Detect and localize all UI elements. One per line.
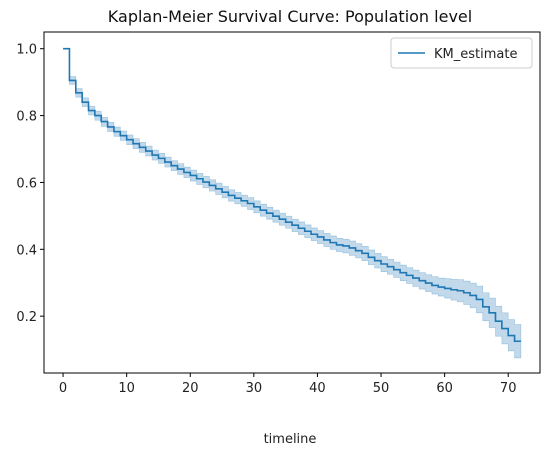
x-tick-label: 20 <box>182 381 199 396</box>
survival-line <box>63 47 521 343</box>
x-axis-label: timeline <box>264 432 317 447</box>
x-tick-label: 30 <box>246 381 263 396</box>
x-tick-label: 0 <box>59 381 67 396</box>
legend-box <box>390 37 533 69</box>
plot-area <box>63 47 522 359</box>
y-tick-label: 0.4 <box>16 243 37 258</box>
y-tick-label: 0.2 <box>16 310 37 325</box>
x-tick-label: 60 <box>436 381 453 396</box>
x-tick-label: 50 <box>373 381 390 396</box>
x-tick-label: 70 <box>500 381 517 396</box>
x-tick-label: 40 <box>309 381 326 396</box>
x-axis: 0 10 20 30 40 50 60 70 <box>59 373 517 396</box>
y-tick-label: 0.6 <box>16 176 37 191</box>
x-tick-label: 10 <box>118 381 135 396</box>
confidence-band <box>63 48 522 359</box>
y-axis: 0.2 0.4 0.6 0.8 1.0 <box>16 43 44 325</box>
chart-title: Kaplan-Meier Survival Curve: Population … <box>108 7 472 26</box>
y-tick-label: 0.8 <box>16 110 37 125</box>
legend-label: KM_estimate <box>434 47 517 62</box>
y-tick-label: 1.0 <box>16 43 37 58</box>
legend: KM_estimate <box>390 37 533 69</box>
plot-frame <box>43 31 541 374</box>
